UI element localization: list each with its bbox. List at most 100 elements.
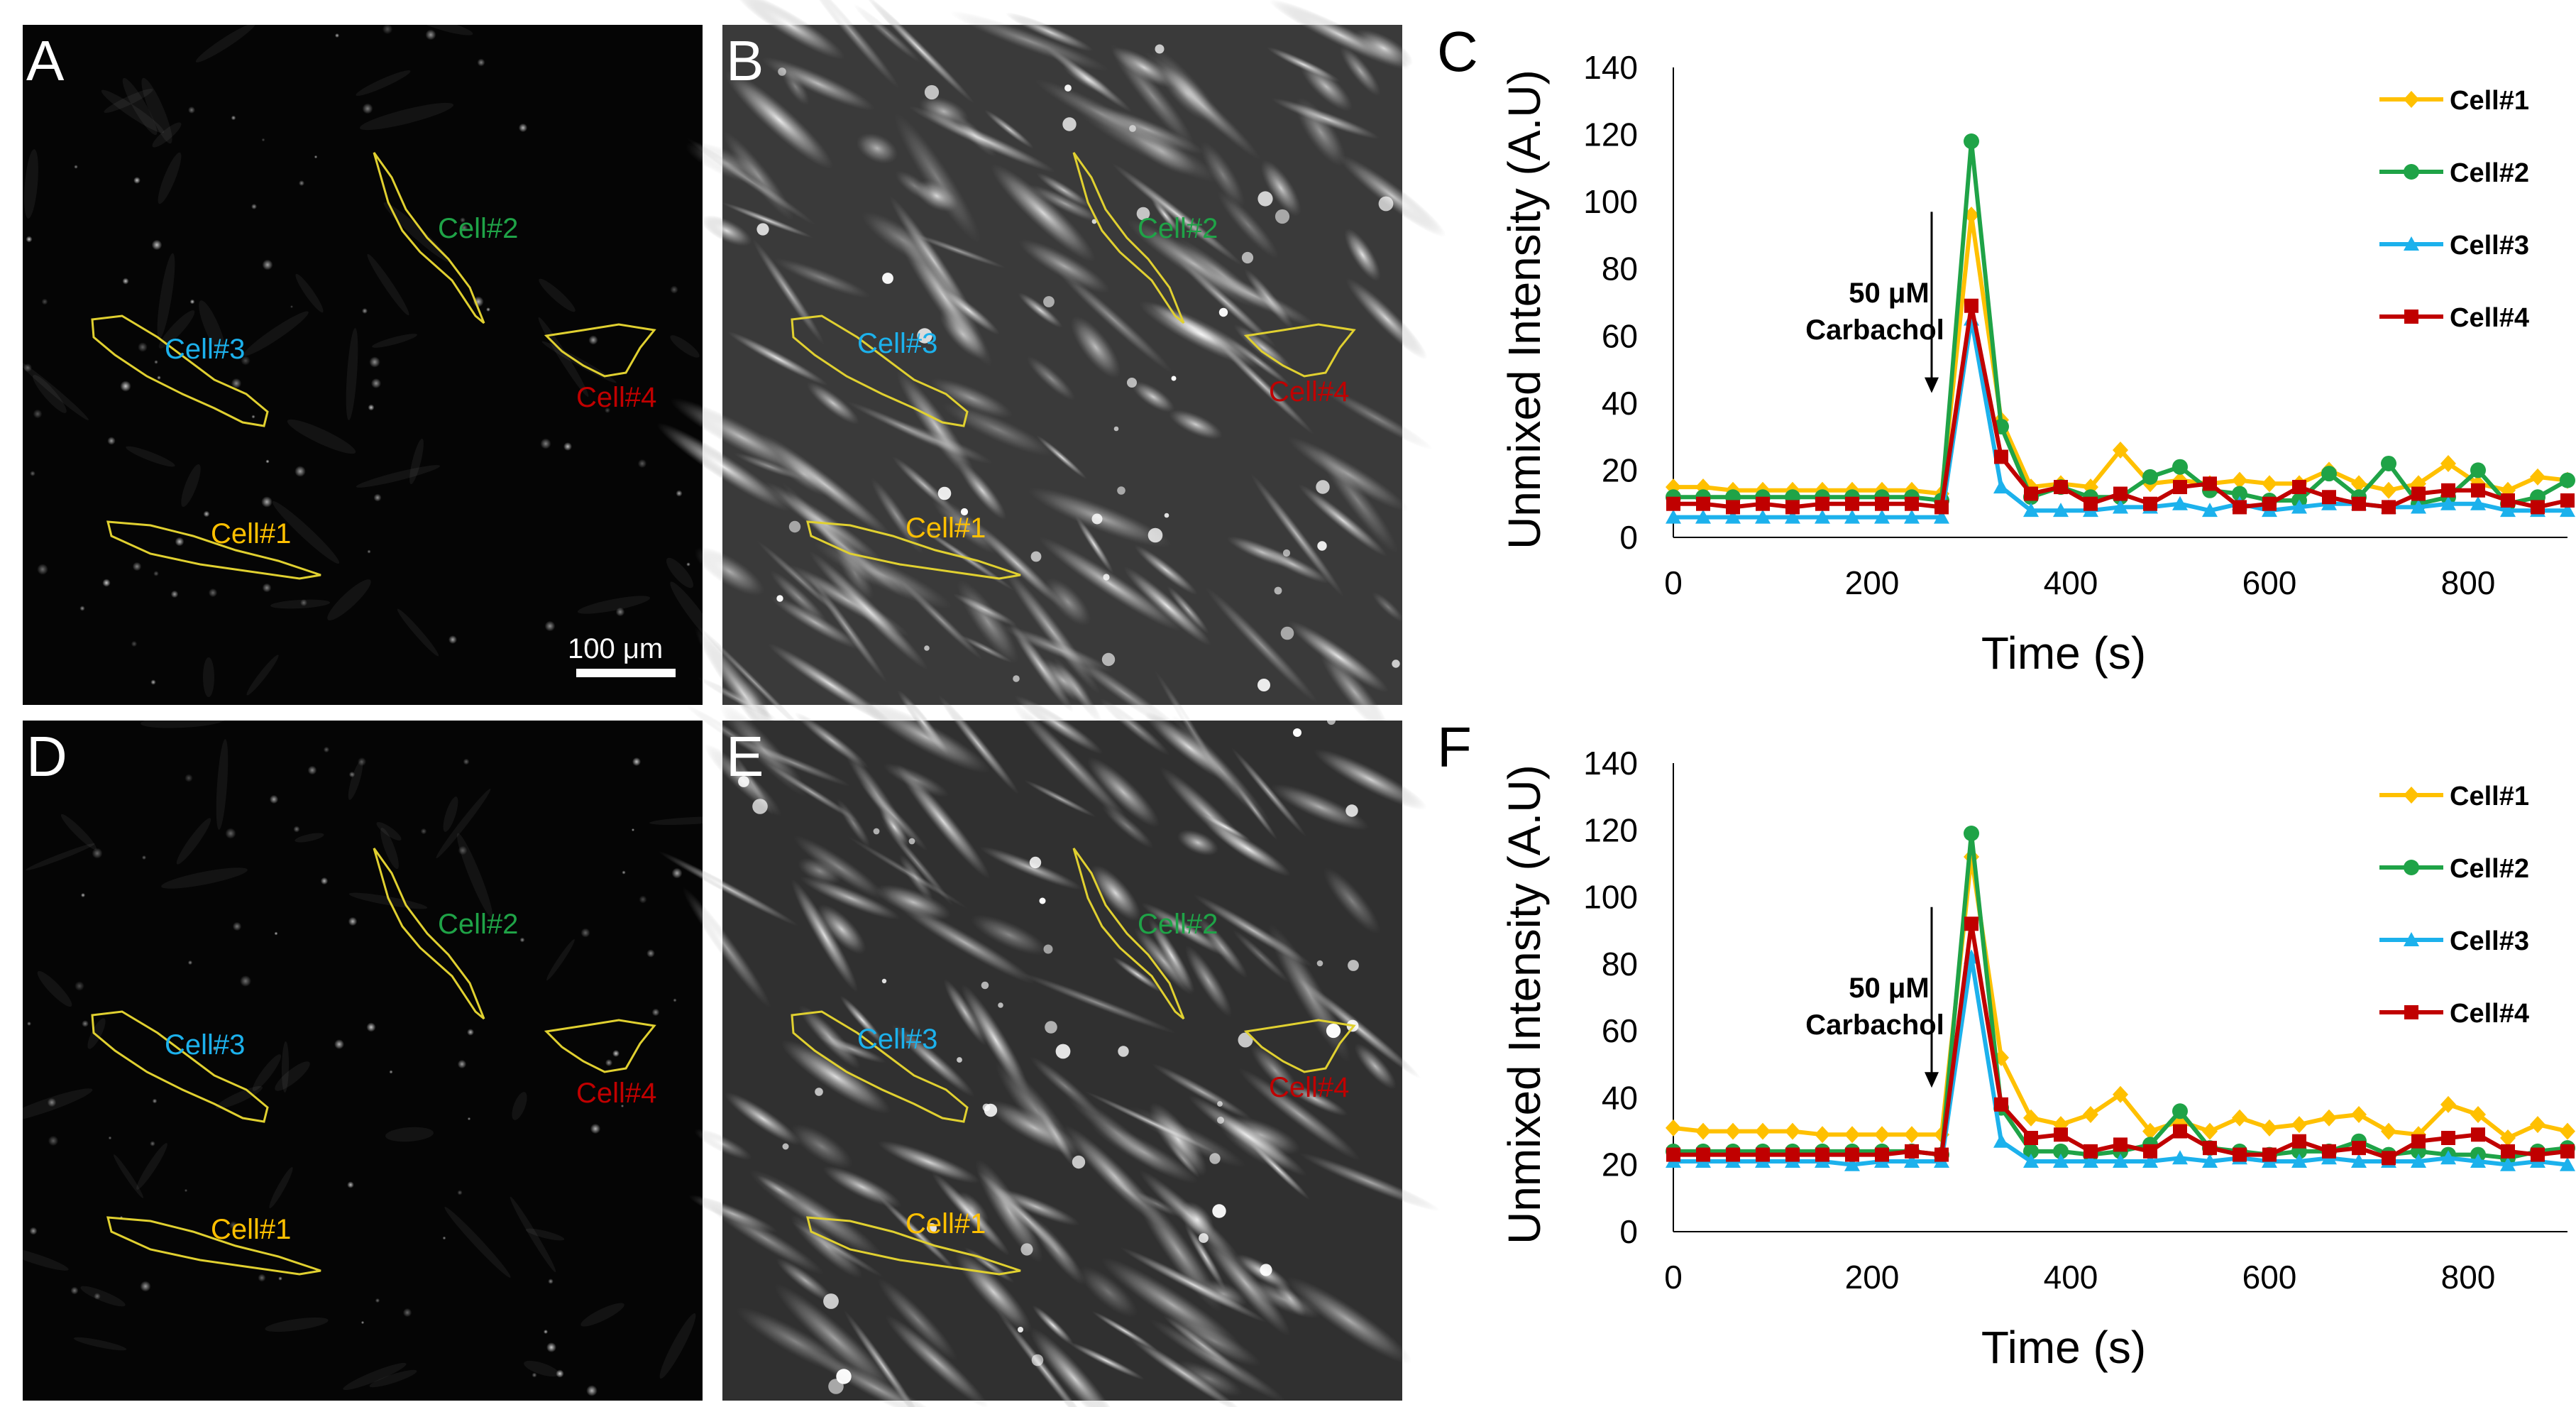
data-point bbox=[1785, 500, 1800, 515]
data-point bbox=[2172, 496, 2188, 510]
data-point bbox=[1815, 496, 1829, 511]
data-point bbox=[1666, 1119, 1681, 1137]
data-point bbox=[2470, 1106, 2486, 1123]
x-tick-label: 0 bbox=[1664, 564, 1683, 601]
y-axis-title: Unmixed Intensity (A.U) bbox=[1499, 70, 1550, 549]
data-point bbox=[1875, 496, 1889, 511]
cell-outline-3 bbox=[91, 314, 269, 427]
carbachol-annotation: 50 μM Carbachol bbox=[1805, 212, 1944, 393]
legend-marker bbox=[2404, 1005, 2418, 1019]
series-cell3 bbox=[1666, 311, 2575, 524]
data-point bbox=[2172, 1103, 2188, 1119]
x-axis-title: Time (s) bbox=[1981, 628, 2146, 679]
legend-label: Cell#2 bbox=[2450, 854, 2529, 884]
data-point bbox=[2471, 483, 2485, 498]
data-point bbox=[1785, 1147, 1800, 1162]
legend-marker bbox=[2404, 236, 2419, 251]
y-tick-label: 140 bbox=[1583, 49, 1638, 86]
data-point bbox=[1815, 509, 1830, 524]
data-point bbox=[2470, 1154, 2486, 1168]
data-point bbox=[1755, 509, 1771, 524]
data-point bbox=[1874, 509, 1890, 524]
data-point bbox=[1785, 509, 1800, 524]
cell-outline-2 bbox=[373, 152, 485, 324]
micrograph-panel-b: B Cell#2 Cell#3 Cell#4 Cell#1 bbox=[656, 0, 1446, 763]
data-point bbox=[2023, 503, 2039, 518]
data-point bbox=[2470, 462, 2486, 478]
data-point bbox=[2560, 1144, 2575, 1159]
legend-entry: Cell#1 bbox=[2379, 86, 2529, 116]
data-point bbox=[2142, 469, 2158, 485]
carbachol-annotation: 50 μM Carbachol bbox=[1805, 907, 1944, 1088]
cell-label-3: Cell#3 bbox=[857, 328, 937, 359]
data-point bbox=[1904, 509, 1920, 524]
cell-texture bbox=[659, 669, 1441, 1407]
cell-outline-1 bbox=[106, 1216, 321, 1276]
annotation-line-2: Carbachol bbox=[1805, 314, 1944, 346]
cell-outline-3 bbox=[791, 314, 969, 427]
cell-outline-3 bbox=[91, 1010, 269, 1123]
data-point bbox=[2322, 490, 2336, 505]
data-point bbox=[2321, 1109, 2337, 1127]
cell-label-1: Cell#1 bbox=[211, 518, 291, 549]
x-tick-label: 200 bbox=[1845, 1259, 1900, 1296]
data-point bbox=[2291, 1116, 2307, 1134]
cell-label-4: Cell#4 bbox=[1269, 376, 1349, 407]
data-point bbox=[2173, 1124, 2187, 1139]
y-tick-label: 120 bbox=[1583, 116, 1638, 153]
cell-outline-3 bbox=[791, 1010, 969, 1123]
legend-marker bbox=[2404, 310, 2418, 324]
series-cell4 bbox=[1666, 916, 2575, 1166]
data-point bbox=[1815, 1126, 1830, 1144]
cell-label-1: Cell#1 bbox=[211, 1214, 291, 1245]
y-tick-label: 40 bbox=[1602, 385, 1638, 422]
panel-letter-d: D bbox=[26, 725, 67, 788]
x-tick-label: 800 bbox=[2441, 1259, 2496, 1296]
data-point bbox=[1815, 1147, 1829, 1162]
y-tick-label: 60 bbox=[1602, 317, 1638, 354]
data-point bbox=[1696, 1147, 1710, 1162]
series-line bbox=[1673, 831, 2568, 1161]
data-point bbox=[2233, 500, 2247, 515]
data-point bbox=[2292, 1134, 2306, 1149]
data-point bbox=[2440, 454, 2456, 472]
chart-panel-f: F 0 20 40 60 80 100 120 140 0 200 400 600 800 Time (s… bbox=[1437, 716, 2575, 1373]
legend-marker bbox=[2404, 860, 2419, 875]
data-point bbox=[1904, 1126, 1920, 1144]
x-tick-label: 600 bbox=[2242, 564, 2297, 601]
data-point bbox=[1993, 479, 2009, 494]
data-point bbox=[2292, 480, 2306, 495]
data-point bbox=[2531, 1147, 2545, 1162]
data-point bbox=[2202, 1154, 2218, 1168]
data-point bbox=[2024, 1131, 2038, 1145]
data-point bbox=[2351, 1154, 2367, 1168]
data-point bbox=[2381, 455, 2396, 471]
x-tick-label: 400 bbox=[2044, 564, 2098, 601]
legend-marker bbox=[2404, 164, 2419, 180]
data-point bbox=[1695, 509, 1711, 524]
data-point bbox=[2053, 1143, 2069, 1159]
data-point bbox=[1756, 1147, 1770, 1162]
data-point bbox=[2084, 496, 2098, 511]
annotation-line-2: Carbachol bbox=[1805, 1009, 1944, 1041]
data-point bbox=[1756, 496, 1770, 511]
data-point bbox=[2411, 486, 2426, 501]
annotation-arrowhead bbox=[1925, 1072, 1939, 1088]
x-tick-label: 0 bbox=[1664, 1259, 1683, 1296]
data-point bbox=[2262, 1147, 2277, 1162]
cell-outline-2 bbox=[1072, 152, 1185, 324]
cell-outline-2 bbox=[1072, 848, 1185, 1020]
x-tick-label: 400 bbox=[2044, 1259, 2098, 1296]
data-point bbox=[2113, 1085, 2128, 1103]
data-point bbox=[2440, 1095, 2456, 1113]
cell-label-4: Cell#4 bbox=[576, 382, 656, 413]
data-point bbox=[2351, 1106, 2367, 1123]
data-point bbox=[2113, 442, 2128, 459]
data-point bbox=[1726, 1147, 1740, 1162]
data-point bbox=[2113, 1154, 2128, 1168]
data-point bbox=[2262, 1119, 2277, 1137]
data-point bbox=[1725, 1122, 1741, 1140]
data-point bbox=[2322, 1144, 2336, 1159]
data-point bbox=[1905, 496, 1919, 511]
y-tick-label: 20 bbox=[1602, 451, 1638, 488]
